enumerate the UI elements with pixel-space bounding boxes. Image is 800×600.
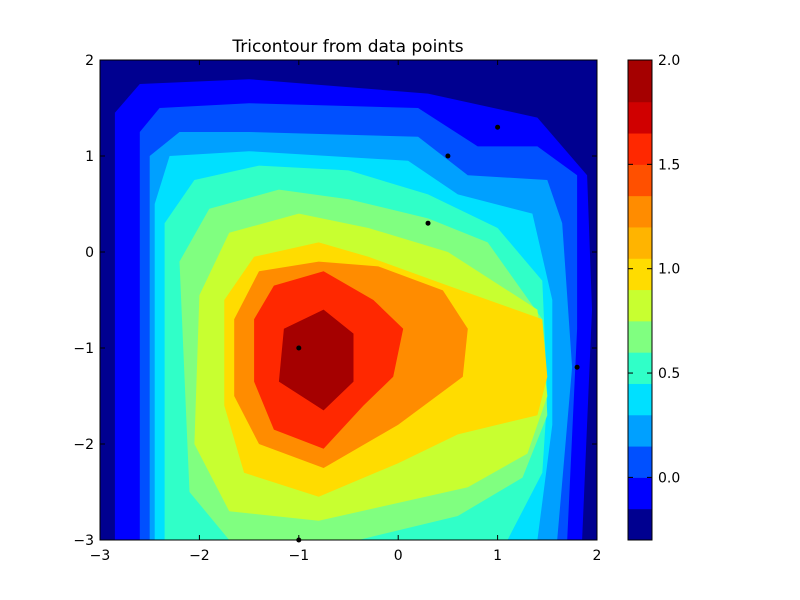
colorbar-tick-label: 2.0 <box>658 53 680 69</box>
y-tick-label: 2 <box>85 53 94 69</box>
colorbar-frame <box>627 59 653 541</box>
colorbar-band-14 <box>628 60 652 103</box>
colorbar-band-13 <box>628 101 652 134</box>
colorbar-ticks: 0.0 0.5 1.0 1.5 2.0 <box>628 53 680 486</box>
data-point-4 <box>574 364 580 370</box>
data-points-layer <box>296 124 580 543</box>
colorbar-band-12 <box>628 133 652 165</box>
colorbar-band-3 <box>628 414 652 447</box>
colorbar-band-0 <box>628 508 652 541</box>
x-tick-label: −1 <box>288 548 309 564</box>
colorbar-bands <box>628 60 652 541</box>
contour-band-10 <box>278 309 354 411</box>
colorbar-band-7 <box>628 289 652 322</box>
colorbar-tick-label: 1.5 <box>658 157 680 173</box>
colorbar-band-6 <box>628 320 652 353</box>
x-tick-label: −3 <box>90 548 111 564</box>
colorbar-band-4 <box>628 383 652 416</box>
colorbar-tick-label: 0.5 <box>658 366 680 382</box>
colorbar-band-10 <box>628 195 652 228</box>
y-tick-label: 0 <box>85 245 94 261</box>
chart-title: Tricontour from data points <box>231 37 463 57</box>
colorbar-band-9 <box>628 226 652 259</box>
x-tick-label: 2 <box>593 548 602 564</box>
x-tick-label: 0 <box>394 548 403 564</box>
data-point-1 <box>425 220 431 226</box>
colorbar-tick-label: 0.0 <box>658 470 680 486</box>
data-point-0 <box>296 345 302 351</box>
x-tick-label: 1 <box>493 548 502 564</box>
x-axis: −3 −2 −1 0 1 2 <box>90 60 602 564</box>
y-tick-label: −2 <box>73 437 94 453</box>
y-tick-label: −3 <box>73 533 94 549</box>
colorbar-band-8 <box>628 258 652 291</box>
colorbar-band-5 <box>628 352 652 384</box>
colorbar-band-1 <box>628 477 652 510</box>
y-tick-label: 1 <box>85 149 94 165</box>
contour-layer <box>114 79 593 540</box>
data-point-2 <box>445 153 451 159</box>
colorbar-tick-label: 1.0 <box>658 262 680 278</box>
y-tick-label: −1 <box>73 341 94 357</box>
plot-area <box>100 60 597 540</box>
colorbar: 0.0 0.5 1.0 1.5 2.0 <box>627 53 680 541</box>
data-point-3 <box>495 124 501 130</box>
colorbar-band-11 <box>628 164 652 197</box>
plot-frame <box>99 59 598 541</box>
colorbar-band-2 <box>628 446 652 478</box>
y-axis: −3 −2 −1 0 1 2 <box>73 53 597 549</box>
x-tick-label: −2 <box>189 548 210 564</box>
